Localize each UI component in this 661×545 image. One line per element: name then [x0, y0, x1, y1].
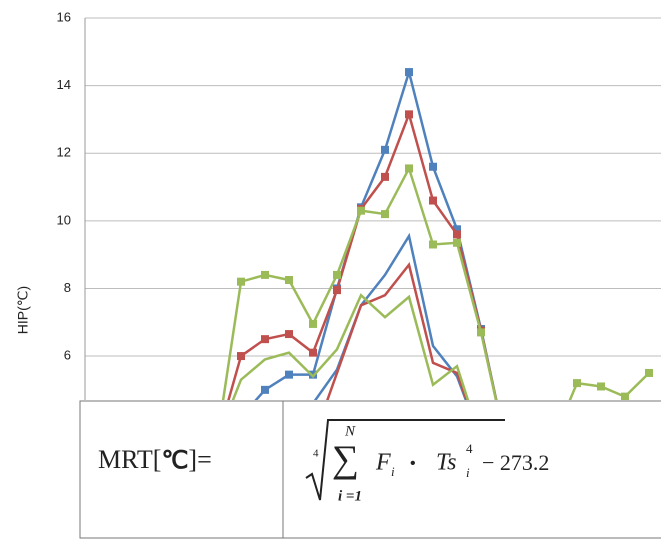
point-marker — [381, 145, 389, 154]
point-marker — [597, 382, 605, 391]
f-symbol: F — [375, 450, 391, 476]
point-marker — [453, 225, 461, 234]
point-marker — [357, 206, 365, 215]
series-line — [254, 67, 498, 400]
sum-bottom: i =1 — [338, 488, 362, 504]
point-marker — [261, 335, 269, 344]
y-tick-label: 16 — [57, 9, 71, 24]
point-marker — [381, 172, 389, 181]
sum-top: N — [344, 423, 356, 439]
point-marker — [285, 330, 293, 339]
point-marker — [285, 275, 293, 284]
formula-lhs: MRT[℃]= — [98, 445, 212, 474]
grid — [85, 17, 661, 357]
root-sign — [305, 419, 505, 501]
point-marker — [429, 162, 437, 171]
point-marker — [237, 352, 245, 361]
lhs-start: MRT[ — [98, 445, 161, 474]
point-marker — [453, 230, 461, 239]
point-marker — [621, 392, 629, 400]
point-marker — [429, 196, 437, 205]
point-marker — [309, 348, 317, 357]
point-marker — [405, 68, 413, 77]
point-marker — [261, 385, 269, 394]
y-tick-label: 14 — [57, 77, 71, 92]
point-marker — [237, 277, 245, 286]
point-marker — [309, 319, 317, 328]
y-tick-label: 6 — [64, 347, 71, 362]
point-marker — [645, 368, 653, 377]
point-marker — [285, 370, 293, 379]
y-tick-label: 8 — [64, 280, 71, 295]
point-marker — [405, 164, 413, 173]
ts-symbol: Ts — [436, 450, 456, 476]
y-axis-label: HIP(℃) — [15, 286, 31, 334]
y-tick-label: 10 — [57, 212, 71, 227]
point-marker — [333, 286, 341, 295]
f-sub: i — [391, 464, 395, 479]
root-index: 4 — [313, 448, 319, 460]
formula-tail: − 273.2 — [482, 450, 549, 475]
lhs-end: ]= — [188, 445, 211, 474]
ts-sup: 4 — [466, 441, 473, 456]
point-marker — [477, 328, 485, 337]
box — [79, 400, 661, 539]
ts-sub: i — [466, 465, 470, 480]
point-marker — [405, 110, 413, 119]
lhs-unit: ℃ — [161, 447, 188, 474]
plot-area — [221, 67, 653, 400]
y-tick-label: 12 — [57, 145, 71, 160]
series-line — [326, 261, 468, 400]
point-marker — [453, 238, 461, 247]
dot: • — [410, 455, 416, 472]
sum-sign: ∑ — [332, 439, 359, 481]
point-marker — [573, 379, 581, 388]
series-line — [231, 293, 470, 400]
point-marker — [429, 240, 437, 249]
formula-box: MRT[℃]= 4 ∑ N i =1 F i • Ts i 4 − 273.2 — [79, 400, 661, 539]
point-marker — [381, 210, 389, 219]
point-marker — [333, 270, 341, 279]
point-marker — [261, 270, 269, 279]
series-line — [221, 165, 650, 400]
